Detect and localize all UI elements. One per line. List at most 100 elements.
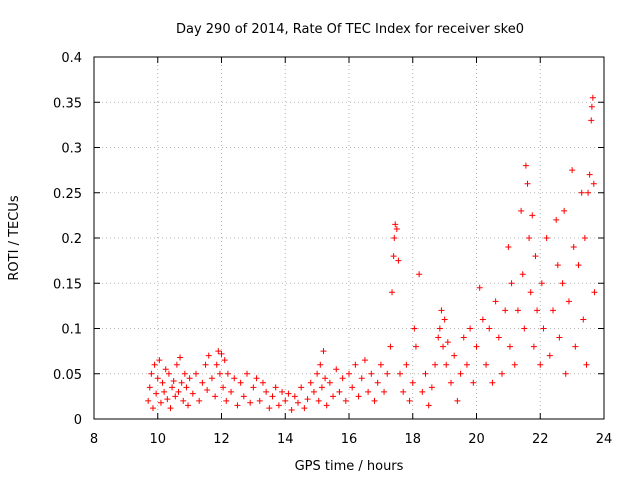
- data-point: [361, 357, 368, 364]
- data-point: [365, 388, 372, 395]
- data-point: [162, 366, 169, 373]
- x-tick-label: 12: [213, 432, 230, 447]
- data-point: [580, 316, 587, 323]
- data-point: [569, 167, 576, 174]
- data-point: [534, 307, 541, 314]
- data-point: [310, 388, 317, 395]
- data-point: [581, 235, 588, 241]
- data-point: [387, 343, 394, 350]
- data-point: [392, 221, 399, 228]
- data-point: [530, 343, 537, 350]
- data-point: [521, 325, 528, 332]
- data-point: [395, 257, 402, 264]
- data-point: [391, 235, 398, 241]
- data-point: [213, 361, 220, 368]
- data-point: [339, 375, 346, 382]
- data-point: [157, 399, 164, 406]
- data-point: [393, 225, 400, 232]
- data-point: [511, 361, 518, 368]
- data-point: [186, 375, 193, 382]
- data-point: [486, 325, 493, 332]
- data-point: [502, 307, 509, 314]
- x-tick-label: 16: [341, 432, 358, 447]
- x-tick-label: 8: [90, 432, 98, 447]
- data-point: [244, 370, 250, 377]
- data-point: [529, 212, 536, 219]
- data-point: [495, 334, 502, 341]
- data-point: [154, 375, 161, 382]
- data-point: [231, 375, 238, 382]
- data-point: [295, 399, 301, 406]
- data-point: [250, 384, 257, 391]
- data-point: [403, 361, 410, 368]
- data-point: [266, 405, 273, 412]
- y-tick-label: 0.1: [61, 323, 82, 338]
- data-point: [349, 384, 356, 391]
- data-point: [181, 370, 188, 377]
- data-point: [216, 370, 223, 377]
- data-point: [591, 289, 598, 296]
- data-point: [508, 280, 515, 287]
- data-point: [377, 361, 384, 368]
- data-point: [291, 393, 298, 400]
- y-axis-label: ROTI / TECUs: [7, 195, 22, 280]
- data-point: [556, 334, 563, 341]
- data-point: [546, 352, 553, 359]
- data-point: [585, 189, 592, 196]
- data-point: [406, 397, 413, 404]
- data-point: [470, 379, 477, 386]
- data-point: [400, 388, 407, 395]
- data-point: [272, 384, 279, 391]
- data-point: [318, 384, 325, 391]
- grid-lines: [94, 57, 604, 419]
- data-point: [397, 370, 403, 377]
- data-point: [180, 397, 187, 404]
- data-point: [304, 396, 311, 403]
- y-tick-labels: 0 0.05 0.1 0.15 0.2 0.25 0.3 0.35 0.4: [53, 51, 82, 428]
- data-point: [440, 343, 447, 350]
- data-point: [183, 384, 190, 391]
- data-point: [298, 384, 305, 391]
- data-point: [506, 343, 513, 350]
- data-point: [538, 280, 545, 287]
- data-point: [492, 298, 499, 305]
- data-point: [199, 379, 206, 386]
- data-point: [315, 397, 322, 404]
- data-point: [561, 207, 568, 214]
- x-tick-label: 22: [532, 432, 549, 447]
- data-point: [153, 390, 160, 397]
- data-point: [145, 397, 152, 404]
- data-point: [322, 375, 329, 382]
- data-point: [228, 388, 235, 395]
- data-point: [422, 370, 429, 377]
- data-point: [419, 388, 426, 395]
- data-point: [436, 325, 443, 332]
- data-point: [320, 348, 327, 355]
- x-tick-label: 24: [596, 432, 613, 447]
- data-point: [346, 370, 352, 377]
- data-point: [390, 253, 397, 260]
- data-point: [279, 388, 286, 395]
- data-point: [178, 379, 185, 386]
- data-point: [167, 405, 174, 412]
- data-point: [285, 390, 292, 397]
- data-point: [317, 361, 324, 368]
- data-point: [307, 379, 314, 386]
- data-point: [522, 162, 529, 169]
- data-point: [588, 103, 595, 110]
- data-point: [172, 393, 179, 400]
- data-point: [151, 361, 158, 368]
- y-tick-label: 0.15: [53, 277, 82, 292]
- data-point: [526, 235, 533, 241]
- x-tick-label: 10: [149, 432, 166, 447]
- data-point: [499, 370, 505, 377]
- data-point: [411, 325, 418, 332]
- data-point: [428, 384, 435, 391]
- data-point: [476, 284, 483, 291]
- data-point: [224, 370, 231, 377]
- data-point: [220, 384, 227, 391]
- data-point: [165, 370, 172, 377]
- data-point: [575, 262, 582, 269]
- data-point: [559, 280, 566, 287]
